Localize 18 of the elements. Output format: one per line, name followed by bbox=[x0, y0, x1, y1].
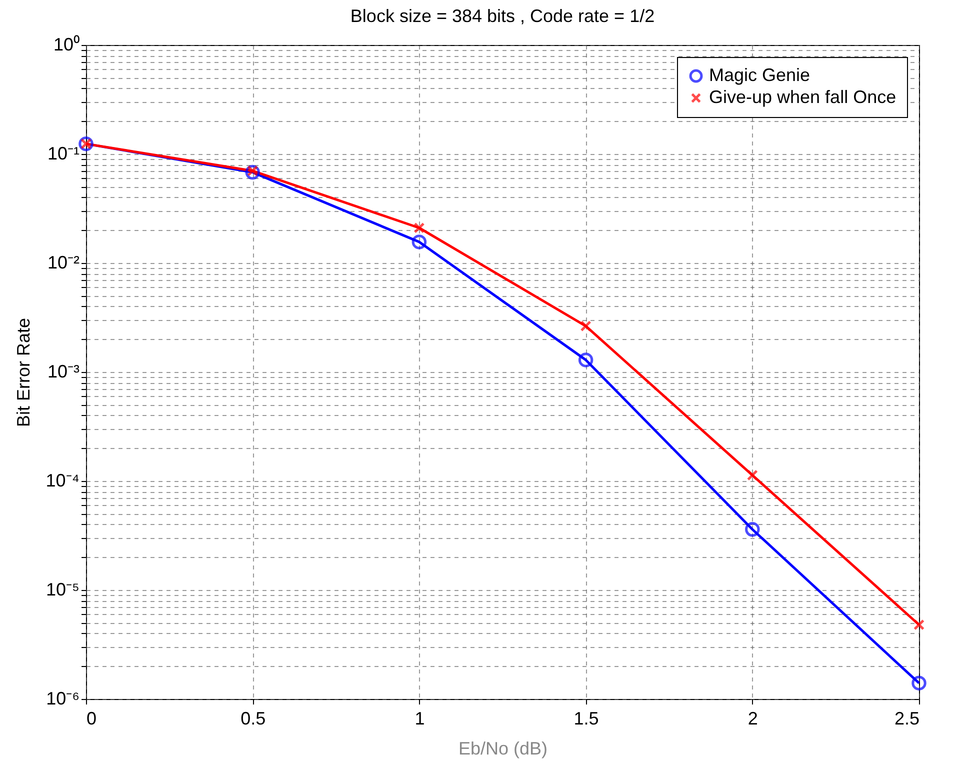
y-axis-title: Bit Error Rate bbox=[14, 318, 34, 428]
x-tick-label: 2.5 bbox=[894, 708, 920, 728]
x-tick-label: 0.5 bbox=[240, 708, 266, 728]
x-tick-label: 1.5 bbox=[574, 708, 599, 728]
chart-title: Block size = 384 bits , Code rate = 1/2 bbox=[350, 6, 655, 26]
x-axis-title: Eb/No (dB) bbox=[458, 738, 548, 758]
x-tick-label: 1 bbox=[414, 708, 425, 728]
y-tick-label: 10⁻⁵ bbox=[46, 580, 80, 600]
x-tick-label: 0 bbox=[86, 708, 97, 728]
y-tick-label: 10⁻¹ bbox=[47, 144, 80, 164]
y-tick-label: 10⁰ bbox=[53, 34, 80, 54]
legend-label: Give-up when fall Once bbox=[709, 87, 896, 107]
x-tick-label: 2 bbox=[748, 708, 758, 728]
y-tick-label: 10⁻² bbox=[47, 252, 80, 272]
y-tick-label: 10⁻³ bbox=[47, 362, 80, 382]
y-tick-label: 10⁻⁴ bbox=[46, 470, 80, 490]
legend-label: Magic Genie bbox=[709, 65, 810, 85]
y-tick-label: 10⁻⁶ bbox=[46, 688, 80, 708]
